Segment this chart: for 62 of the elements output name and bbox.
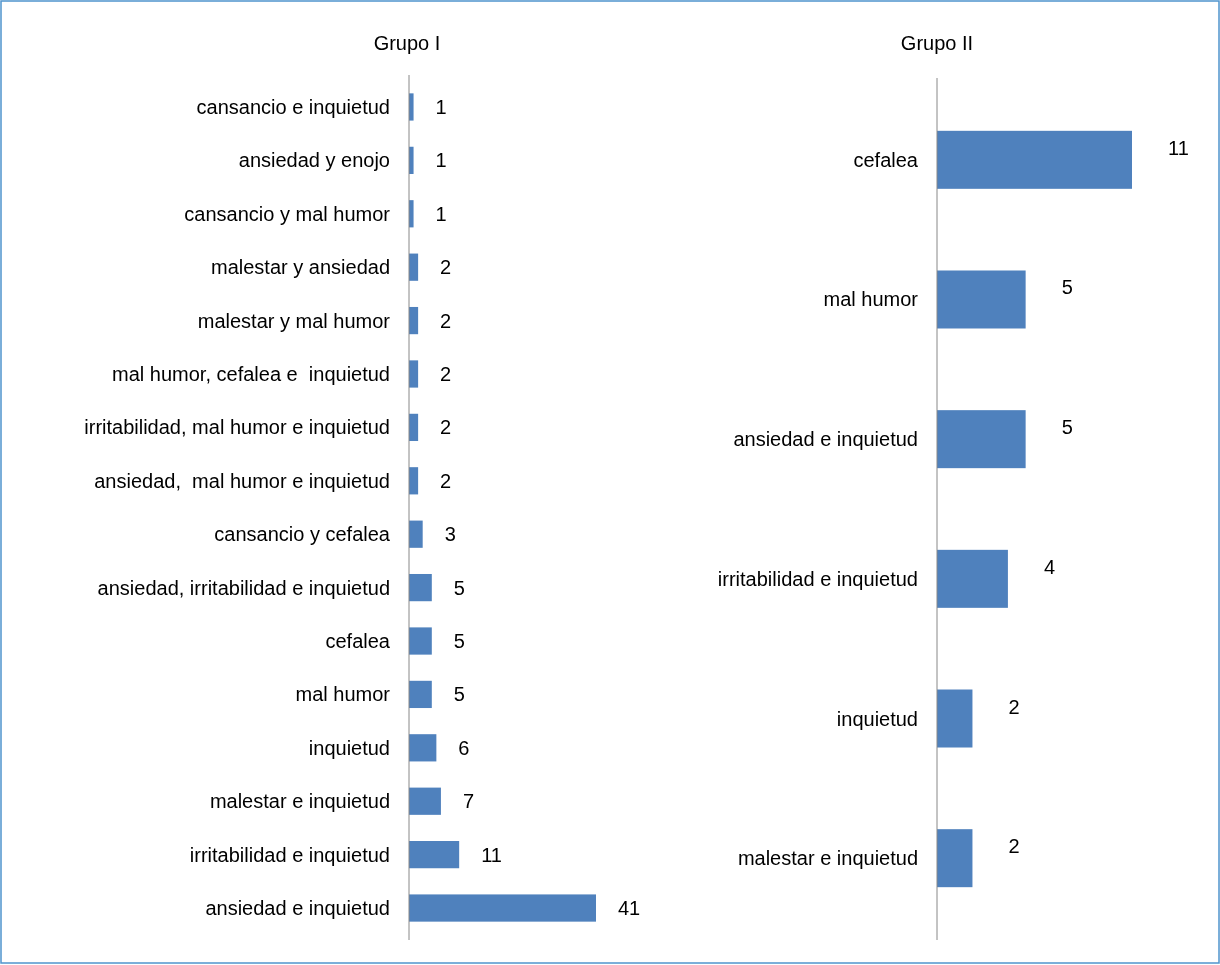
data-label: 5 <box>453 630 465 653</box>
y-tick-label: ansiedad, irritabilidad e inquietud <box>97 576 390 599</box>
bar <box>409 520 423 548</box>
y-tick-label: ansiedad e inquietud <box>205 897 390 920</box>
data-label: 11 <box>481 843 502 866</box>
y-tick-label: cefalea <box>853 148 919 171</box>
y-tick-label: mal humor <box>823 288 919 311</box>
y-tick-label: ansiedad, mal humor e inquietud <box>94 469 390 492</box>
y-tick-label: malestar e inquietud <box>737 847 918 870</box>
bar <box>937 689 973 748</box>
y-tick-label: ansiedad e inquietud <box>733 428 918 451</box>
data-label: 41 <box>618 897 641 920</box>
data-label: 11 <box>1168 136 1189 159</box>
bar <box>937 549 1008 608</box>
data-label: 1 <box>435 95 447 118</box>
bar <box>409 787 441 815</box>
bar <box>937 270 1026 329</box>
bar <box>409 93 414 121</box>
bar <box>409 360 419 388</box>
data-label: 5 <box>1061 276 1073 299</box>
data-label: 2 <box>440 469 452 492</box>
bar <box>409 734 437 762</box>
y-tick-label: irritabilidad e inquietud <box>189 843 390 866</box>
data-label: 1 <box>435 149 447 172</box>
y-tick-label: malestar y ansiedad <box>211 256 390 279</box>
y-tick-label: irritabilidad e inquietud <box>717 567 918 590</box>
y-tick-label: cefalea <box>325 630 391 653</box>
data-label: 2 <box>440 309 452 332</box>
y-tick-label: inquietud <box>308 736 390 759</box>
y-tick-label: inquietud <box>836 707 918 730</box>
bar <box>409 573 432 602</box>
bar <box>937 410 1026 469</box>
data-label: 6 <box>458 736 470 759</box>
y-tick-label: ansiedad y enojo <box>238 149 390 172</box>
data-label: 5 <box>453 576 465 599</box>
data-label: 2 <box>1008 835 1020 858</box>
y-tick-label: malestar y mal humor <box>197 309 391 332</box>
chart-title: Grupo I <box>373 32 441 54</box>
data-label: 2 <box>1008 695 1020 718</box>
y-tick-label: cansancio y mal humor <box>184 202 391 225</box>
bar <box>937 829 973 888</box>
chart-title: Grupo II <box>900 32 974 54</box>
y-tick-label: irritabilidad, mal humor e inquietud <box>84 416 390 439</box>
data-label: 2 <box>440 362 452 385</box>
y-tick-label: mal humor <box>295 683 391 706</box>
data-label: 4 <box>1043 555 1056 578</box>
y-tick-label: cansancio e inquietud <box>196 95 390 118</box>
data-label: 2 <box>440 256 452 279</box>
data-label: 2 <box>440 416 452 439</box>
bar <box>409 627 432 655</box>
data-label: 1 <box>435 202 447 225</box>
bar <box>409 841 460 869</box>
y-tick-label: malestar e inquietud <box>209 790 390 813</box>
bar <box>409 894 596 922</box>
y-tick-label: cansancio y cefalea <box>214 523 391 546</box>
data-label: 3 <box>444 523 456 546</box>
data-label: 7 <box>462 790 475 813</box>
data-label: 5 <box>1061 416 1073 439</box>
bar <box>937 130 1132 189</box>
bar <box>409 680 432 709</box>
data-label: 5 <box>453 683 465 706</box>
y-tick-label: mal humor, cefalea e inquietud <box>112 362 390 385</box>
